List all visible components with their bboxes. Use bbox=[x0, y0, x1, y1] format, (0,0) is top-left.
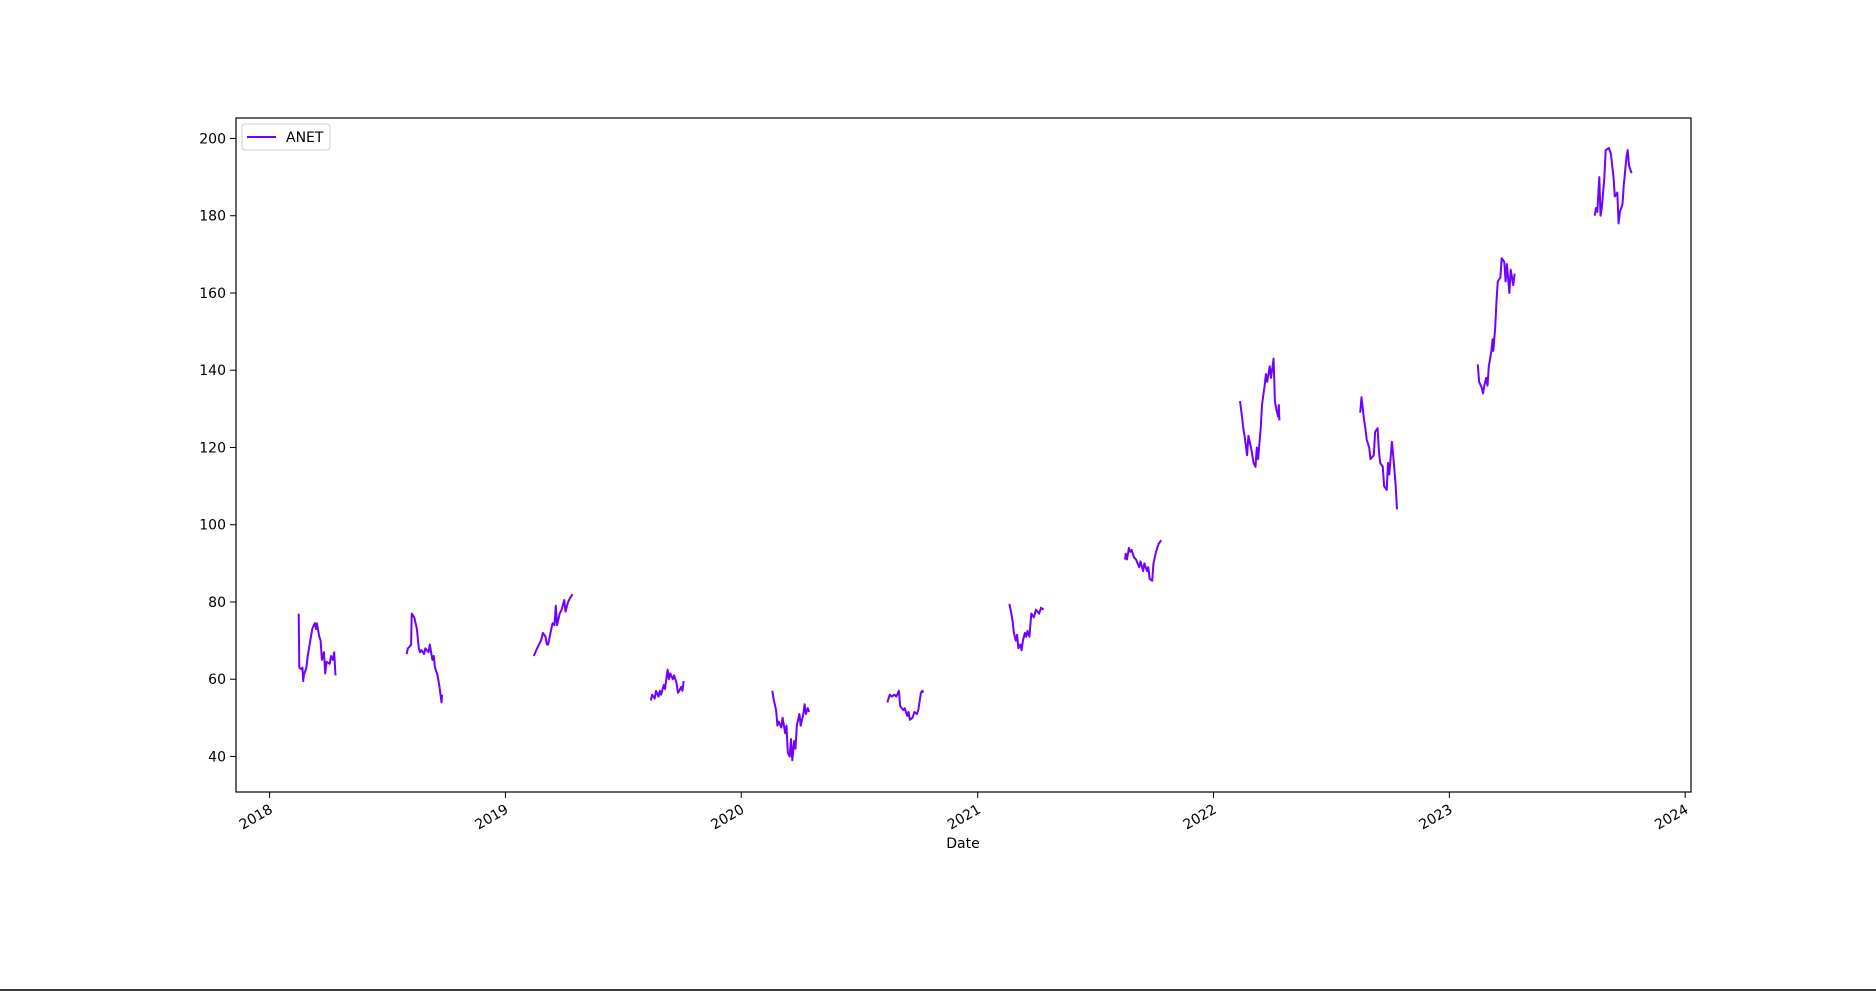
series-line-segment bbox=[405, 612, 444, 704]
y-tick-label: 140 bbox=[199, 363, 226, 379]
series-line-segment bbox=[1124, 539, 1163, 582]
y-tick-label: 180 bbox=[199, 209, 226, 225]
window-bottom-border bbox=[0, 989, 1876, 991]
x-axis-label: Date bbox=[946, 836, 979, 852]
plot-background bbox=[236, 118, 1691, 792]
x-tick-label: 2023 bbox=[1416, 802, 1455, 834]
plot-frame bbox=[235, 117, 1692, 793]
x-tick-label: 2022 bbox=[1181, 802, 1220, 834]
series-line-segment bbox=[1476, 257, 1516, 395]
x-tick-label: 2024 bbox=[1652, 802, 1691, 834]
y-tick-label: 200 bbox=[199, 131, 226, 147]
series-layer bbox=[297, 147, 1633, 762]
y-tick-label: 160 bbox=[199, 286, 226, 302]
y-tick-label: 60 bbox=[208, 672, 226, 688]
series-line-segment bbox=[1008, 603, 1045, 652]
x-tick-label: 2021 bbox=[945, 802, 984, 834]
x-tick-label: 2020 bbox=[708, 802, 747, 834]
y-axis: 40 60 80 100 120 140 160 180 200 bbox=[199, 131, 236, 765]
series-line-segment bbox=[1239, 357, 1281, 468]
series-line-segment bbox=[771, 690, 811, 762]
x-tick-label: 2018 bbox=[237, 802, 276, 834]
series-line-segment bbox=[1593, 147, 1633, 225]
y-tick-label: 100 bbox=[199, 518, 226, 534]
series-line-segment bbox=[886, 689, 925, 721]
y-tick-label: 80 bbox=[208, 595, 226, 611]
x-tick-label: 2019 bbox=[473, 802, 512, 834]
x-axis: 2018 2019 2020 2021 2022 2023 2024 bbox=[237, 792, 1691, 834]
y-tick-label: 40 bbox=[208, 749, 226, 765]
legend-frame bbox=[241, 123, 331, 151]
legend: ANET bbox=[241, 123, 331, 151]
series-line-segment bbox=[649, 668, 685, 701]
legend-label: ANET bbox=[286, 130, 324, 146]
series-line-segment bbox=[532, 593, 574, 657]
series-line-segment bbox=[297, 613, 337, 683]
y-tick-label: 120 bbox=[199, 440, 226, 456]
series-line-segment bbox=[1359, 396, 1398, 510]
